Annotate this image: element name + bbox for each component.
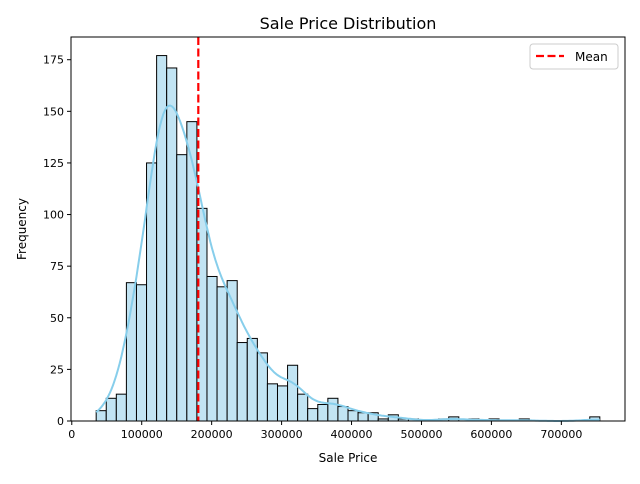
histogram-bar — [115, 393, 127, 422]
histogram-bar — [206, 275, 218, 422]
y-tick-label: 100 — [43, 209, 64, 222]
y-tick-label: 150 — [43, 105, 64, 118]
histogram-bar — [166, 67, 178, 422]
x-tick-label: 300000 — [261, 428, 303, 441]
kde-curve — [95, 104, 600, 422]
histogram-bar — [216, 286, 228, 422]
y-tick-label: 125 — [43, 157, 64, 170]
x-tick-label: 0 — [68, 428, 75, 441]
y-tick-label: 0 — [57, 415, 64, 428]
legend-box — [529, 43, 619, 70]
bars-group — [95, 55, 601, 422]
x-axis-ticks: 0 100000 200000 300000 400000 500000 600000 700… — [68, 421, 582, 441]
legend: Mean — [529, 43, 619, 70]
histogram-bar — [236, 342, 248, 422]
histogram-bar — [135, 284, 148, 422]
x-tick-label: 500000 — [400, 428, 442, 441]
histogram-bar — [276, 385, 289, 422]
histogram-bar — [337, 406, 349, 422]
histogram-bar — [287, 364, 299, 422]
chart-title: Sale Price Distribution — [260, 14, 437, 33]
histogram-bar — [105, 397, 117, 422]
histogram-bar — [176, 154, 188, 422]
histogram-bar — [357, 412, 369, 422]
x-tick-label: 100000 — [121, 428, 163, 441]
histogram-bar — [246, 337, 258, 422]
y-axis-ticks: 0 25 50 75 100 125 150 175 — [43, 54, 71, 428]
x-axis-label: Sale Price — [319, 451, 378, 465]
axes-frame — [70, 36, 626, 422]
y-tick-label: 175 — [43, 54, 64, 67]
x-tick-label: 600000 — [470, 428, 512, 441]
histogram-bar — [347, 410, 359, 422]
histogram-bar — [317, 403, 329, 422]
y-tick-label: 50 — [50, 312, 64, 325]
histogram-bar — [266, 383, 278, 422]
x-tick-label: 700000 — [540, 428, 582, 441]
y-tick-label: 25 — [50, 363, 64, 376]
x-tick-label: 200000 — [191, 428, 233, 441]
legend-mean-label: Mean — [575, 50, 608, 64]
histogram-bar — [95, 410, 107, 422]
histogram-bar — [297, 393, 309, 422]
x-tick-label: 400000 — [331, 428, 373, 441]
histogram-bar — [186, 121, 198, 422]
histogram-bar — [327, 397, 339, 422]
histogram-bar — [307, 408, 319, 422]
y-tick-label: 75 — [50, 260, 64, 273]
y-axis-label: Frequency — [15, 198, 29, 260]
